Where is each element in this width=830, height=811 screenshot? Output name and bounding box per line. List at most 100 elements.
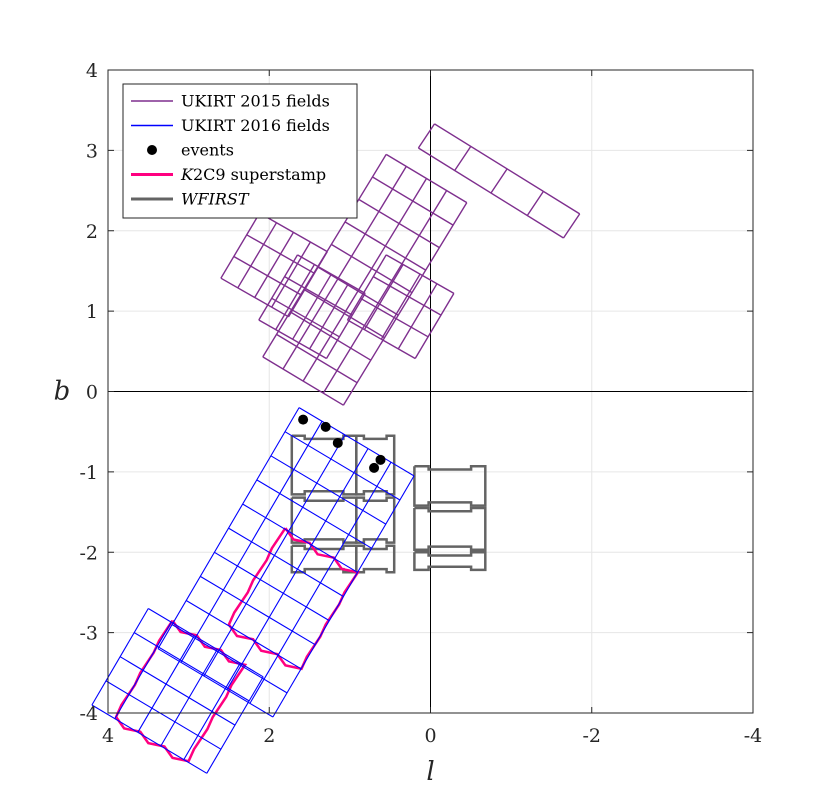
wfirst-chip (355, 544, 396, 574)
ukirt-2016-field-line (91, 704, 208, 774)
ukirt-2015-field-line (342, 202, 468, 406)
ukirt-2015-field-line (276, 333, 358, 384)
ukirt-2015-field-line (275, 264, 316, 330)
ukirt-2016-field-line (200, 575, 316, 646)
ukirt-2016-field-line (228, 527, 344, 597)
ukirt-2015-field-line (271, 297, 340, 338)
ukirt-2015-field-line (380, 273, 421, 340)
legend-box (122, 83, 358, 219)
ukirt-2015-field-line (258, 319, 327, 360)
ukirt-2015-field-line (358, 198, 440, 249)
ukirt-2016-field-line (272, 475, 415, 718)
ukirt-2015-field-line (302, 178, 428, 382)
legend-marker-events (147, 145, 157, 155)
legend-label: UKIRT 2016 fields (181, 116, 330, 135)
ukirt-2015-field-line (418, 147, 564, 239)
ukirt-2015-field-line (259, 212, 328, 253)
y-axis-label: b (54, 377, 71, 407)
y-axis-ticks: 4 3 2 1 0 -1 -2 -3 -4 (79, 60, 753, 725)
ukirt-2015-field-line (287, 251, 328, 318)
x-tick-label: -2 (582, 725, 601, 747)
y-tick-label: -3 (79, 623, 98, 645)
ukirt-2016-field-line (242, 503, 358, 573)
ukirt-2016-field-line (119, 656, 236, 726)
y-tick-label: 3 (86, 140, 98, 162)
y-tick-label: -2 (79, 542, 98, 564)
ukirt-2015-field-line (372, 275, 442, 316)
y-tick-label: 1 (86, 301, 98, 323)
legend-label: K2C9 superstamp (180, 165, 326, 184)
ukirt-2016-layer (91, 407, 415, 774)
y-tick-label: 0 (86, 382, 98, 404)
ukirt-2015-field-line (417, 123, 436, 149)
ukirt-2015-field-line (347, 319, 416, 360)
ukirt-2015-field-line (262, 356, 344, 406)
ukirt-2015-field-line (325, 293, 366, 359)
x-tick-label: 0 (424, 725, 436, 747)
ukirt-2015-field-line (322, 190, 448, 394)
ukirt-2015-field-line (526, 191, 544, 216)
ukirt-2015-field-line (282, 166, 407, 370)
ukirt-2016-field-line (256, 479, 372, 549)
ukirt-2015-field-line (220, 277, 289, 318)
legend: UKIRT 2015 fields UKIRT 2016 fields events… (122, 83, 358, 219)
ukirt-2015-field-line (397, 283, 438, 350)
ukirt-2015-field-line (220, 212, 261, 279)
ukirt-2015-field-line (297, 254, 366, 295)
ukirt-2015-field-line (254, 232, 295, 298)
ukirt-2016-field-line (105, 680, 222, 750)
zero-axes (108, 70, 753, 713)
ukirt-2016-field-line (171, 624, 288, 694)
ukirt-2016-field-line (298, 407, 415, 477)
wfirst-chip (413, 464, 487, 507)
ukirt-2015-field-line (385, 153, 468, 204)
x-axis-label: l (426, 757, 434, 787)
ukirt-2016-field-line (133, 632, 250, 702)
ukirt-2016-field-line (284, 431, 401, 501)
event-point (332, 437, 343, 448)
y-tick-label: -1 (79, 462, 98, 484)
ukirt-2015-field-line (344, 221, 427, 271)
y-tick-label: 4 (86, 60, 98, 82)
ukirt-2016-field-line (148, 608, 264, 678)
ukirt-2015-field-line (291, 273, 332, 340)
legend-label: UKIRT 2015 fields (181, 92, 330, 111)
events-layer (298, 414, 386, 473)
ukirt-2016-field-line (270, 455, 387, 525)
ukirt-2015-field-line (414, 293, 455, 359)
ukirt-2016-field-line (157, 648, 274, 718)
ukirt-2015-field-line (246, 234, 315, 274)
event-point (298, 414, 309, 425)
event-point (369, 462, 380, 473)
ukirt-2015-field-line (237, 222, 278, 289)
y-tick-label: 2 (86, 221, 98, 243)
ukirt-2015-field-line (233, 255, 302, 296)
ukirt-2015-field-line (434, 123, 581, 215)
event-point (320, 421, 331, 432)
ukirt-2015-field-line (330, 243, 413, 294)
ukirt-2015-field-line (258, 254, 299, 321)
ukirt-2015-field-line (363, 264, 404, 330)
y-tick-label: -4 (79, 703, 98, 725)
ukirt-2015-field-line (284, 275, 353, 316)
wfirst-chip (355, 434, 396, 496)
ukirt-2015-field-line (385, 254, 455, 295)
ukirt-2015-field-line (271, 241, 312, 308)
ukirt-2015-field-line (490, 168, 508, 194)
wfirst-chip (355, 496, 396, 544)
ukirt-2015-field-line (360, 297, 429, 338)
ukirt-2015-field-line (562, 213, 581, 239)
x-tick-label: 2 (263, 725, 275, 747)
wfirst-chip (413, 551, 487, 572)
x-tick-label: 4 (102, 725, 114, 747)
x-axis-ticks: 4 2 0 -2 -4 (102, 70, 762, 747)
ukirt-2015-field-line (308, 283, 349, 350)
wfirst-chip (413, 506, 487, 552)
x-tick-label: -4 (744, 725, 763, 747)
ukirt-2016-field-line (214, 551, 330, 622)
legend-label: events (181, 141, 234, 160)
ukirt-2015-field-line (454, 146, 472, 171)
legend-label: WFIRST (181, 190, 250, 209)
event-point (375, 454, 386, 465)
